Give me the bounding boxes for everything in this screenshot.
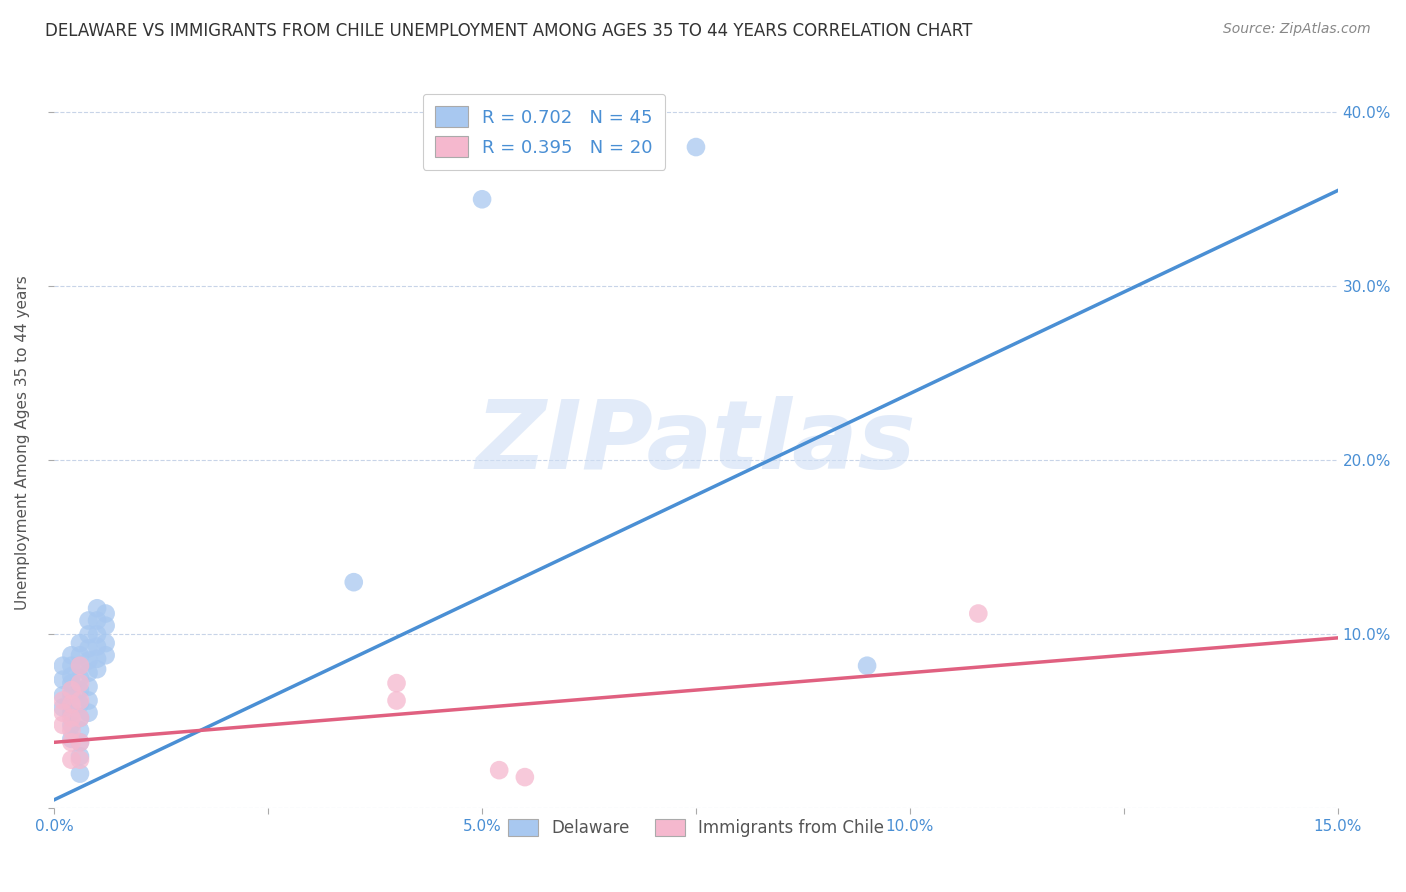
Point: [69, 683, 91, 698]
Point: [52, 673, 75, 687]
Point: [60, 718, 83, 732]
Legend: Delaware, Immigrants from Chile: Delaware, Immigrants from Chile: [502, 813, 890, 844]
Point: [69, 753, 91, 767]
Point: [86, 627, 108, 641]
Point: [69, 636, 91, 650]
Point: [77, 680, 100, 694]
Point: [471, 192, 494, 206]
Point: [69, 711, 91, 725]
Text: Source: ZipAtlas.com: Source: ZipAtlas.com: [1223, 22, 1371, 37]
Point: [69, 766, 91, 780]
Point: [60, 711, 83, 725]
Point: [967, 607, 990, 621]
Point: [77, 641, 100, 656]
Point: [52, 693, 75, 707]
Point: [77, 653, 100, 667]
Point: [60, 648, 83, 663]
Point: [94, 648, 117, 663]
Point: [60, 735, 83, 749]
Point: [94, 636, 117, 650]
Text: ZIPatlas: ZIPatlas: [475, 396, 917, 490]
Point: [86, 652, 108, 666]
Point: [685, 140, 707, 154]
Text: DELAWARE VS IMMIGRANTS FROM CHILE UNEMPLOYMENT AMONG AGES 35 TO 44 YEARS CORRELA: DELAWARE VS IMMIGRANTS FROM CHILE UNEMPL…: [45, 22, 973, 40]
Point: [856, 658, 879, 673]
Point: [69, 671, 91, 685]
Point: [77, 693, 100, 707]
Point: [77, 614, 100, 628]
Point: [77, 665, 100, 680]
Point: [60, 676, 83, 690]
Point: [69, 676, 91, 690]
Point: [77, 706, 100, 720]
Point: [513, 770, 536, 784]
Point: [86, 640, 108, 654]
Point: [52, 706, 75, 720]
Point: [69, 749, 91, 764]
Point: [86, 601, 108, 615]
Point: [69, 693, 91, 707]
Point: [60, 669, 83, 683]
Point: [69, 735, 91, 749]
Point: [52, 658, 75, 673]
Point: [69, 735, 91, 749]
Point: [86, 662, 108, 676]
Point: [69, 658, 91, 673]
Point: [60, 753, 83, 767]
Point: [52, 700, 75, 714]
Point: [69, 648, 91, 663]
Point: [94, 607, 117, 621]
Point: [60, 706, 83, 720]
Point: [69, 723, 91, 738]
Point: [52, 688, 75, 702]
Point: [60, 697, 83, 711]
Point: [94, 618, 117, 632]
Point: [86, 614, 108, 628]
Point: [60, 688, 83, 702]
Point: [77, 627, 100, 641]
Point: [60, 683, 83, 698]
Point: [60, 723, 83, 738]
Point: [385, 676, 408, 690]
Point: [60, 731, 83, 746]
Point: [385, 693, 408, 707]
Point: [69, 658, 91, 673]
Point: [60, 658, 83, 673]
Point: [52, 718, 75, 732]
Point: [69, 711, 91, 725]
Point: [488, 763, 510, 777]
Y-axis label: Unemployment Among Ages 35 to 44 years: Unemployment Among Ages 35 to 44 years: [15, 276, 30, 610]
Point: [343, 575, 366, 590]
Point: [69, 697, 91, 711]
